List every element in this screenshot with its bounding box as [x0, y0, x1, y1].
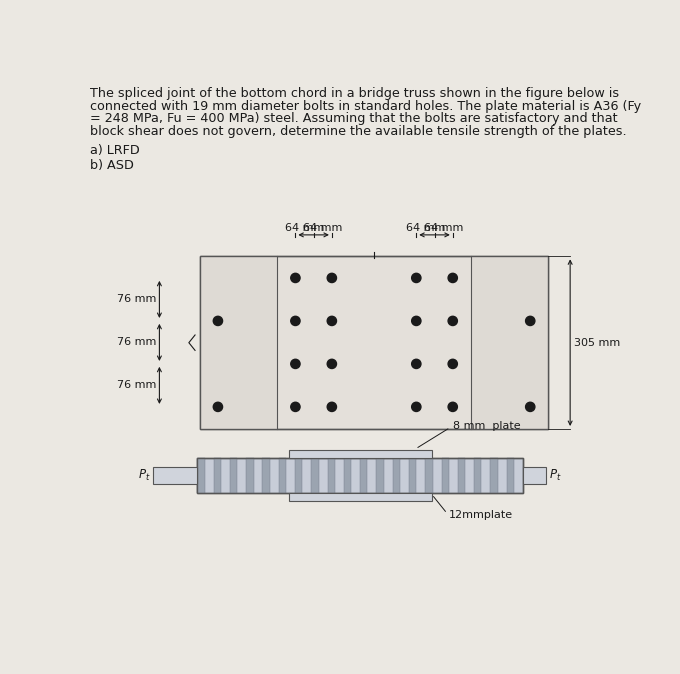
Text: 12mmplate: 12mmplate — [449, 510, 513, 520]
Bar — [507, 458, 514, 493]
Text: b) ASD: b) ASD — [90, 160, 133, 173]
Text: $P_t$: $P_t$ — [549, 468, 562, 483]
Circle shape — [526, 402, 535, 412]
Bar — [200, 256, 277, 429]
Bar — [153, 467, 197, 484]
Bar — [262, 458, 270, 493]
Text: 76 mm: 76 mm — [117, 295, 156, 305]
Circle shape — [291, 359, 300, 369]
Bar — [344, 458, 351, 493]
Circle shape — [327, 359, 337, 369]
Circle shape — [448, 359, 458, 369]
Text: 76 mm: 76 mm — [117, 338, 156, 347]
Circle shape — [327, 316, 337, 326]
Text: 64 mm: 64 mm — [424, 222, 463, 233]
Text: 64 mm: 64 mm — [303, 222, 343, 233]
Bar — [279, 458, 286, 493]
Bar — [471, 256, 549, 429]
Circle shape — [291, 402, 300, 412]
Circle shape — [411, 274, 421, 282]
Bar — [392, 458, 400, 493]
Bar — [377, 458, 384, 493]
Circle shape — [291, 274, 300, 282]
Text: = 248 MPa, Fu = 400 MPa) steel. Assuming that the bolts are satisfactory and tha: = 248 MPa, Fu = 400 MPa) steel. Assuming… — [90, 113, 617, 125]
Text: a) LRFD: a) LRFD — [90, 144, 139, 157]
Bar — [328, 458, 335, 493]
Circle shape — [291, 316, 300, 326]
Bar — [409, 458, 416, 493]
Text: 76 mm: 76 mm — [117, 380, 156, 390]
Bar — [425, 458, 432, 493]
Circle shape — [214, 316, 222, 326]
Circle shape — [526, 316, 535, 326]
Bar — [200, 256, 549, 429]
Text: 64 mm: 64 mm — [285, 222, 324, 233]
Text: 64 mm: 64 mm — [406, 222, 445, 233]
Bar — [288, 493, 432, 501]
Circle shape — [327, 402, 337, 412]
Bar — [197, 458, 523, 493]
Text: The spliced joint of the bottom chord in a bridge truss shown in the figure belo: The spliced joint of the bottom chord in… — [90, 87, 619, 100]
Text: 8 mm  plate: 8 mm plate — [453, 421, 520, 431]
Circle shape — [214, 402, 222, 412]
Circle shape — [448, 316, 458, 326]
Bar — [490, 458, 498, 493]
Bar — [200, 256, 549, 429]
Bar — [214, 458, 221, 493]
Bar — [230, 458, 237, 493]
Circle shape — [448, 402, 458, 412]
Circle shape — [411, 402, 421, 412]
Circle shape — [411, 359, 421, 369]
Bar — [197, 458, 205, 493]
Bar — [246, 458, 254, 493]
Text: $P_t$: $P_t$ — [137, 468, 150, 483]
Bar — [360, 458, 367, 493]
Bar — [295, 458, 303, 493]
Text: 305 mm: 305 mm — [574, 338, 620, 348]
Circle shape — [411, 316, 421, 326]
Text: connected with 19 mm diameter bolts in standard holes. The plate material is A36: connected with 19 mm diameter bolts in s… — [90, 100, 641, 113]
Bar — [474, 458, 481, 493]
Bar — [288, 450, 432, 458]
Circle shape — [448, 274, 458, 282]
Bar — [197, 458, 523, 493]
Bar — [441, 458, 449, 493]
Bar — [458, 458, 465, 493]
Circle shape — [327, 274, 337, 282]
Bar — [311, 458, 319, 493]
Bar — [523, 467, 546, 484]
Text: block shear does not govern, determine the available tensile strength of the pla: block shear does not govern, determine t… — [90, 125, 626, 138]
